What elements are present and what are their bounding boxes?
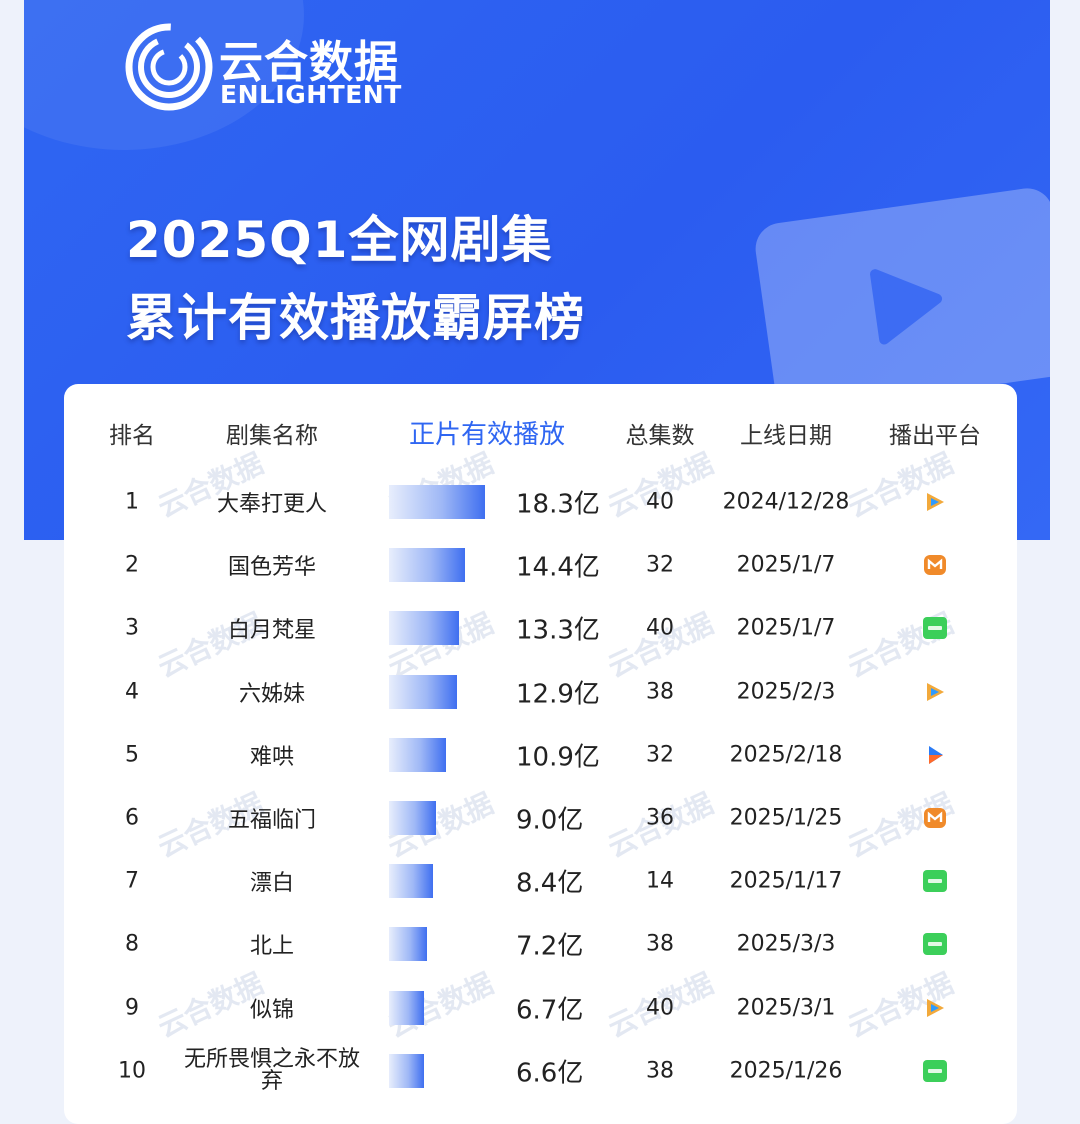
table-row: 1 大奉打更人 18.3亿 40 2024/12/28 (64, 472, 1017, 532)
tencent-video-icon (923, 996, 947, 1020)
show-name: 无所畏惧之永不放弃 (183, 1046, 360, 1094)
iqiyi-icon (923, 869, 947, 893)
iqiyi-icon (923, 1059, 947, 1083)
show-name: 五福临门 (227, 808, 317, 833)
show-name: 漂白 (249, 871, 295, 897)
rank-number: 1 (125, 489, 139, 515)
episode-count: 40 (646, 615, 674, 641)
page-title-line2: 累计有效播放霸屏榜 (126, 289, 585, 347)
iqiyi-icon (923, 932, 947, 956)
views-label: 9.0亿 (516, 805, 584, 836)
episode-count: 32 (646, 552, 674, 578)
release-date: 2025/2/3 (736, 679, 836, 705)
show-name: 似锦 (249, 997, 295, 1023)
show-name: 北上 (249, 934, 295, 960)
episode-count: 36 (646, 805, 674, 831)
header-views: 正片有效播放 (408, 420, 566, 450)
views-label: 6.6亿 (516, 1058, 584, 1089)
brand-logo: 云合数据 ENLIGHTENT (124, 22, 424, 112)
brand-name-en: ENLIGHTENT (220, 80, 402, 109)
table-row: 7 漂白 8.4亿 14 2025/1/17 (64, 851, 1017, 911)
show-name: 难哄 (249, 744, 295, 770)
release-date: 2024/12/28 (722, 489, 850, 515)
views-bar (389, 801, 437, 835)
views-label: 6.7亿 (516, 995, 584, 1026)
views-bar (389, 864, 434, 899)
ranking-table: 云合数据 云合数据 云合数据 云合数据 云合数据 云合数据 云合数据 云合数据 云合数据 云合数据… (64, 384, 1017, 1124)
mango-tv-icon (923, 553, 947, 577)
header-rank: 排名 (109, 423, 155, 449)
views-bar (389, 737, 447, 772)
views-label: 10.9亿 (516, 742, 600, 773)
rank-number: 3 (125, 615, 139, 641)
release-date: 2025/2/18 (729, 742, 843, 768)
tencent-video-icon (923, 680, 947, 704)
page-title-line1: 2025Q1全网剧集 (126, 211, 553, 269)
table-row: 2 国色芳华 14.4亿 32 2025/1/7 (64, 535, 1017, 595)
episode-count: 14 (646, 868, 674, 894)
brand-name-cn: 云合数据 (219, 37, 399, 88)
mango-tv-icon (923, 806, 947, 830)
views-label: 14.4亿 (516, 552, 600, 583)
views-label: 7.2亿 (516, 931, 584, 962)
video-play-decoration (752, 185, 1050, 415)
rank-number: 5 (125, 742, 139, 768)
views-bar (389, 674, 457, 709)
views-label: 13.3亿 (516, 615, 600, 646)
show-name: 六姊妹 (238, 681, 306, 707)
episode-count: 40 (646, 489, 674, 515)
table-row: 8 北上 7.2亿 38 2025/3/3 (64, 914, 1017, 974)
rank-number: 4 (125, 679, 139, 705)
views-bar (389, 611, 459, 646)
show-name: 白月梵星 (227, 618, 317, 644)
release-date: 2025/3/3 (736, 931, 836, 957)
views-bar (389, 485, 485, 519)
show-name: 大奉打更人 (216, 492, 328, 517)
rank-number: 9 (125, 995, 139, 1021)
episode-count: 38 (646, 1058, 674, 1084)
episode-count: 32 (646, 742, 674, 768)
rank-number: 7 (125, 868, 139, 894)
release-date: 2025/1/17 (729, 868, 843, 894)
rank-number: 2 (125, 552, 139, 578)
views-bar (389, 548, 465, 583)
youku-icon (923, 743, 947, 767)
table-row: 5 难哄 10.9亿 32 2025/2/18 (64, 725, 1017, 785)
table-row: 6 五福临门 9.0亿 36 2025/1/25 (64, 788, 1017, 848)
enlightent-logo-icon (125, 23, 213, 111)
episode-count: 38 (646, 931, 674, 957)
release-date: 2025/1/26 (729, 1058, 843, 1084)
views-bar (389, 1053, 424, 1088)
header-platform: 播出平台 (889, 423, 981, 449)
table-row: 9 似锦 6.7亿 40 2025/3/1 (64, 978, 1017, 1038)
views-bar (389, 990, 425, 1025)
views-label: 8.4亿 (516, 868, 584, 899)
rank-number: 10 (118, 1058, 146, 1084)
header-date: 上线日期 (740, 423, 832, 449)
play-icon (870, 269, 943, 345)
release-date: 2025/3/1 (736, 995, 836, 1021)
tencent-video-icon (923, 490, 947, 514)
rank-number: 8 (125, 931, 139, 957)
release-date: 2025/1/7 (736, 552, 836, 578)
show-name: 国色芳华 (227, 555, 317, 581)
table-row: 3 白月梵星 13.3亿 40 2025/1/7 (64, 598, 1017, 658)
views-bar (389, 927, 427, 962)
views-label: 18.3亿 (516, 489, 600, 520)
header-episodes: 总集数 (625, 423, 695, 449)
header-name: 剧集名称 (226, 423, 318, 449)
release-date: 2025/1/7 (736, 615, 836, 641)
release-date: 2025/1/25 (729, 805, 843, 831)
views-label: 12.9亿 (516, 679, 600, 710)
episode-count: 38 (646, 679, 674, 705)
rank-number: 6 (125, 805, 139, 831)
episode-count: 40 (646, 995, 674, 1021)
iqiyi-icon (923, 616, 947, 640)
table-row: 10 无所畏惧之永不放弃 6.6亿 38 2025/1/26 (64, 1041, 1017, 1101)
table-row: 4 六姊妹 12.9亿 38 2025/2/3 (64, 662, 1017, 722)
